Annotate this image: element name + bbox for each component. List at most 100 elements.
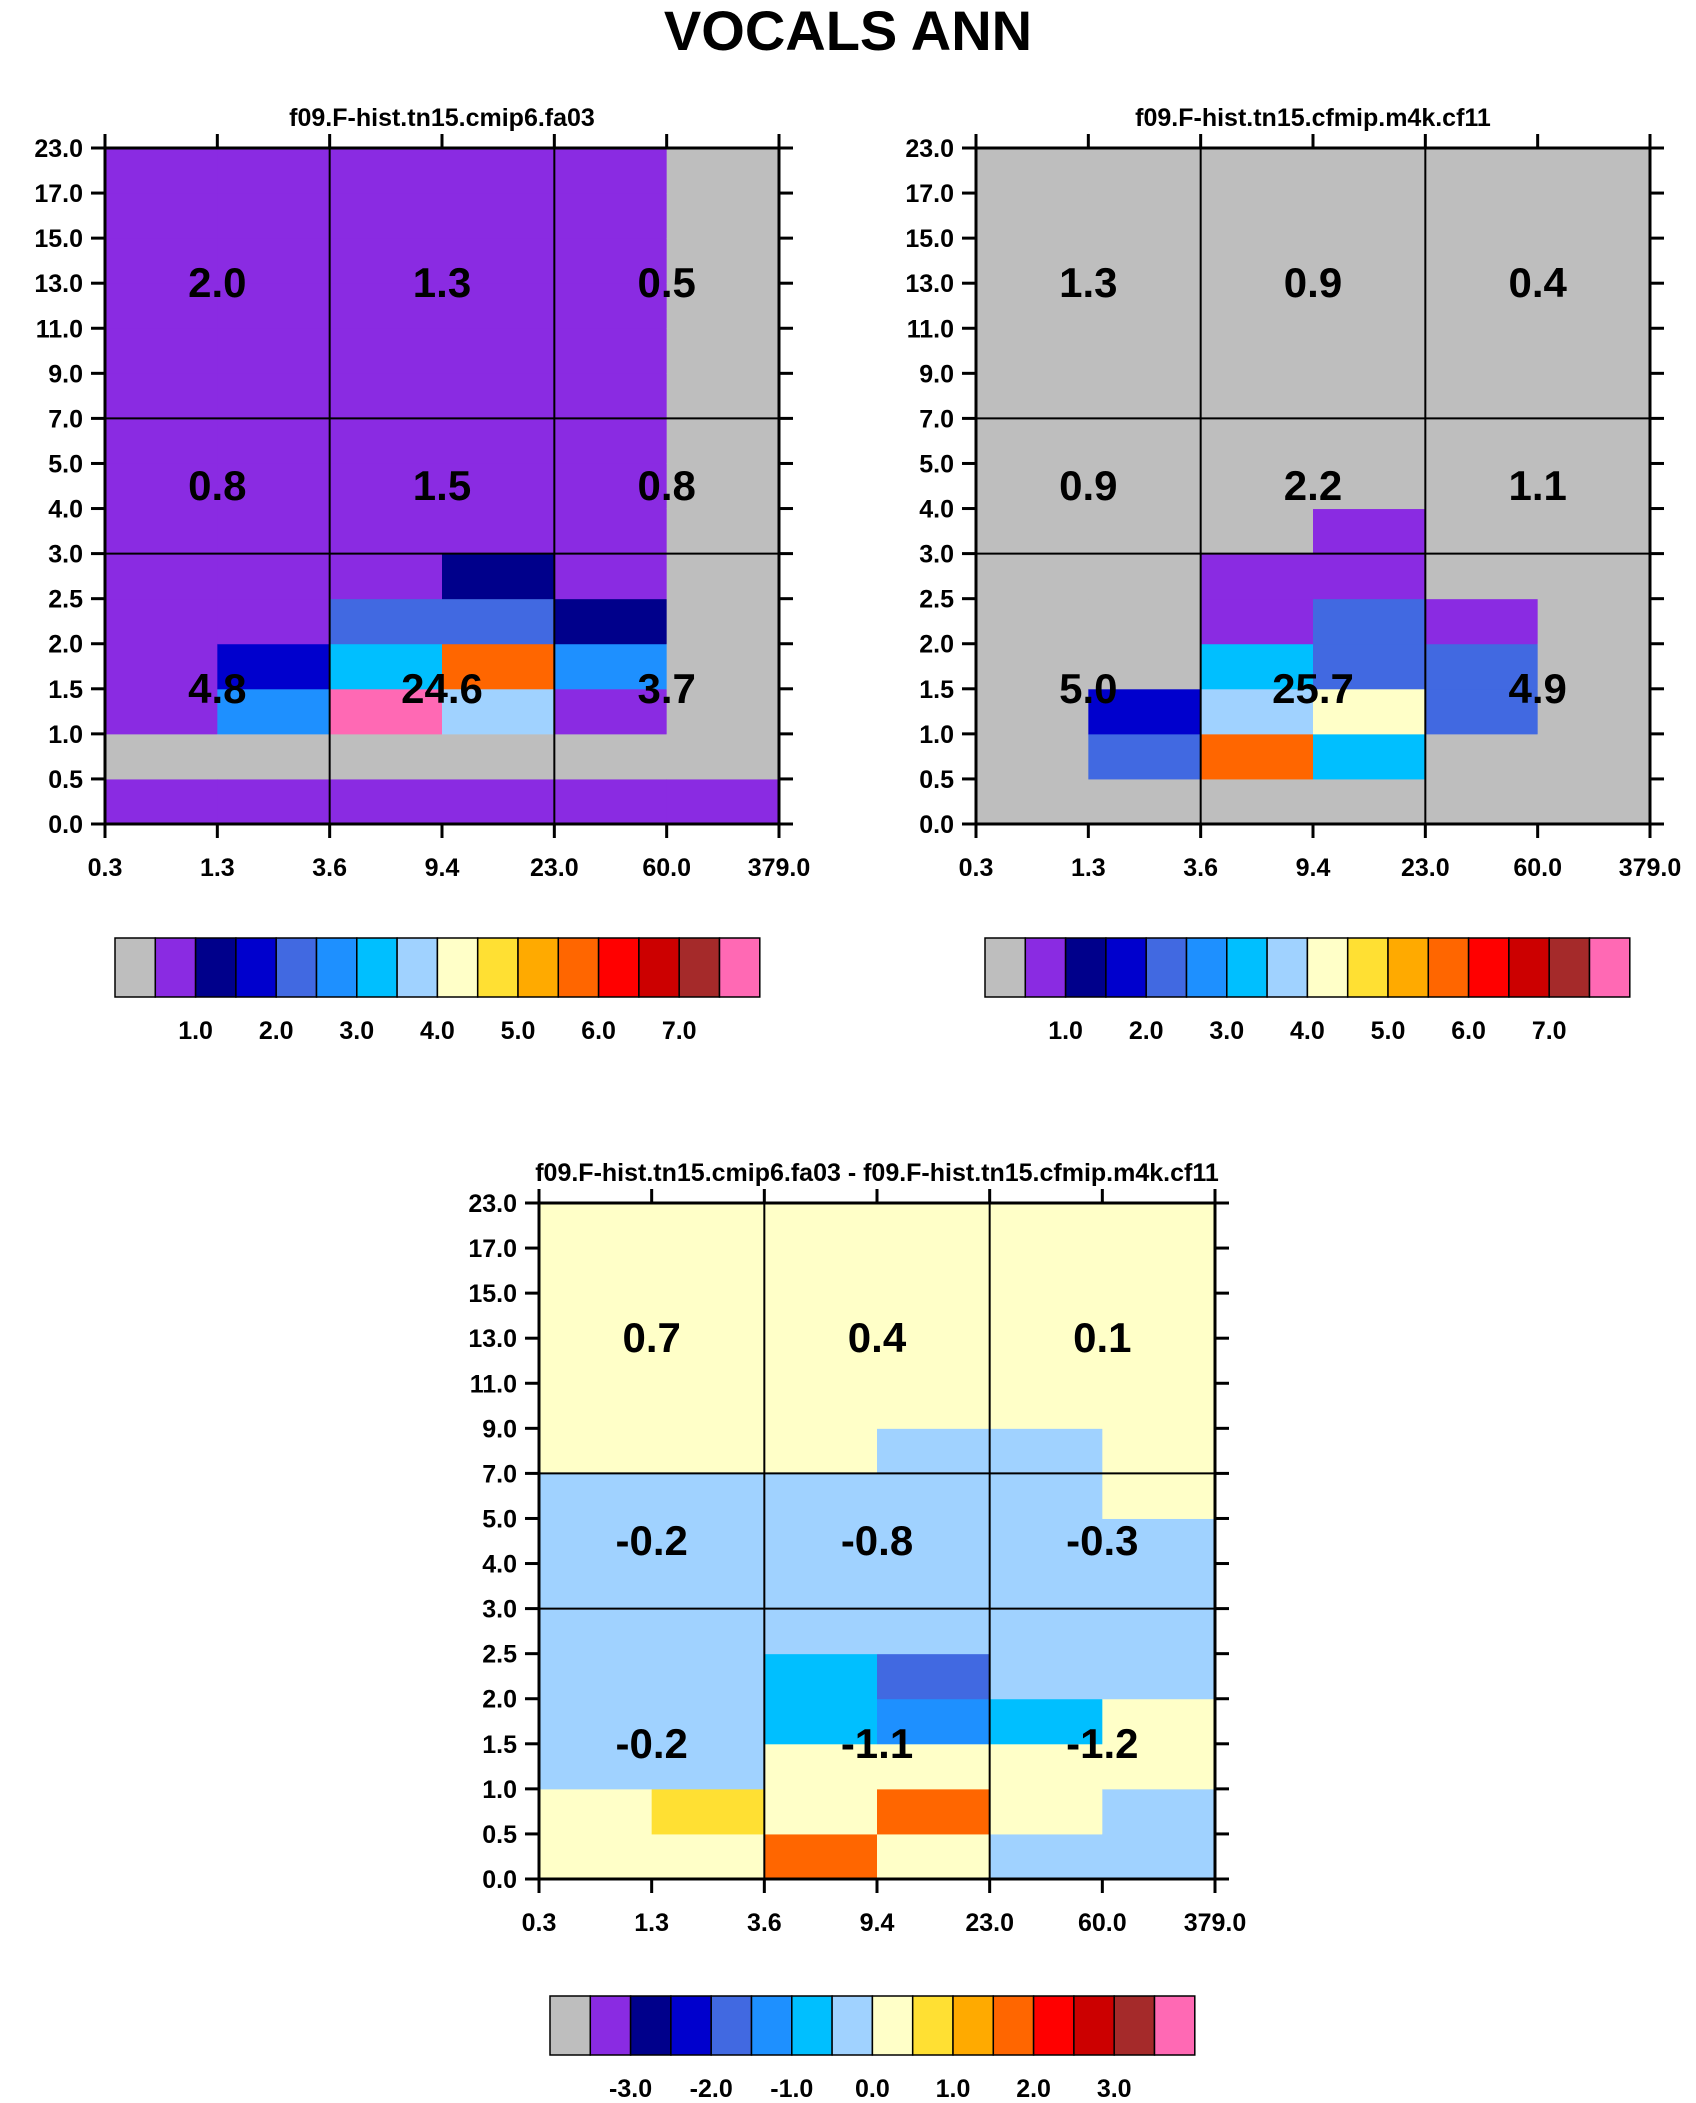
heatmap-cell bbox=[877, 1788, 991, 1835]
heatmap-cell bbox=[976, 598, 1089, 645]
heatmap-cell bbox=[1200, 238, 1314, 284]
colorbar-swatch bbox=[1427, 937, 1470, 998]
heatmap-cell bbox=[1537, 328, 1651, 374]
heatmap-cell bbox=[1537, 688, 1651, 735]
heatmap-cell bbox=[1088, 733, 1202, 780]
colorbar-swatch bbox=[549, 1995, 592, 2056]
heatmap-cell bbox=[666, 148, 780, 194]
heatmap-cell bbox=[217, 688, 331, 735]
x-tick-label: 3.6 bbox=[747, 1909, 782, 1937]
heatmap-cell bbox=[554, 373, 668, 419]
heatmap-cell bbox=[764, 1608, 878, 1655]
heatmap-cell bbox=[554, 283, 668, 329]
y-tick-label: 2.5 bbox=[919, 586, 954, 614]
heatmap-cell bbox=[1102, 1833, 1216, 1880]
heatmap-cell bbox=[976, 148, 1089, 194]
heatmap-cell bbox=[764, 1698, 878, 1745]
block-value: 4.9 bbox=[1508, 665, 1566, 712]
colorbar-swatch bbox=[1024, 937, 1067, 998]
block-value: 0.8 bbox=[188, 462, 246, 509]
heatmap-cell bbox=[539, 1653, 653, 1700]
heatmap-cell bbox=[651, 1518, 765, 1565]
heatmap-cell bbox=[105, 688, 218, 735]
heatmap-cell bbox=[1102, 1383, 1216, 1429]
heatmap-cell bbox=[1200, 463, 1314, 510]
heatmap-cell bbox=[1088, 463, 1202, 510]
heatmap-cell bbox=[976, 193, 1089, 239]
heatmap-cell bbox=[989, 1473, 1103, 1519]
heatmap-cell bbox=[1425, 373, 1539, 419]
y-tick-label: 7.0 bbox=[919, 405, 954, 433]
block-value: 0.7 bbox=[622, 1314, 680, 1361]
block-value: -0.8 bbox=[841, 1517, 913, 1564]
heatmap-cell bbox=[1200, 733, 1314, 780]
heatmap-cell bbox=[989, 1698, 1103, 1745]
colorbar-swatch bbox=[718, 937, 761, 998]
heatmap-cell bbox=[1425, 733, 1539, 780]
heatmap-cell bbox=[666, 553, 780, 600]
heatmap-cell bbox=[666, 373, 780, 419]
heatmap-cell bbox=[1088, 598, 1202, 645]
block-value: 1.3 bbox=[413, 259, 471, 306]
heatmap-cell bbox=[554, 328, 668, 374]
heatmap-cell bbox=[877, 1428, 991, 1474]
colorbar-swatch bbox=[517, 937, 560, 998]
heatmap-cell bbox=[217, 598, 331, 645]
y-tick-label: 2.0 bbox=[48, 631, 83, 659]
colorbar-swatch bbox=[670, 1995, 712, 2056]
heatmap-cell bbox=[554, 238, 668, 284]
heatmap-cell bbox=[1537, 238, 1651, 284]
colorbar-swatch bbox=[194, 937, 237, 998]
heatmap-cell bbox=[764, 1743, 878, 1790]
heatmap-cell bbox=[217, 283, 331, 329]
heatmap-cell bbox=[666, 283, 780, 329]
heatmap-cell bbox=[651, 1563, 765, 1610]
heatmap-cell bbox=[976, 733, 1089, 780]
heatmap-cell bbox=[217, 238, 331, 284]
y-tick-label: 9.0 bbox=[919, 360, 954, 388]
heatmap-cell bbox=[105, 598, 218, 645]
heatmap-cell bbox=[1425, 418, 1539, 464]
heatmap-cell bbox=[1200, 373, 1314, 419]
block-value: 0.5 bbox=[637, 259, 695, 306]
heatmap-cell bbox=[1313, 688, 1426, 735]
heatmap-cell bbox=[1537, 553, 1651, 600]
block-value: -0.2 bbox=[615, 1720, 687, 1767]
heatmap-cell bbox=[1102, 1563, 1216, 1610]
heatmap-cell bbox=[539, 1293, 653, 1339]
heatmap-cell bbox=[1425, 688, 1539, 735]
colorbar-label: 4.0 bbox=[1290, 1017, 1325, 1045]
heatmap-cell bbox=[989, 1743, 1103, 1790]
heatmap-cell bbox=[554, 688, 668, 735]
heatmap-cell bbox=[105, 193, 218, 239]
y-tick-label: 13.0 bbox=[905, 270, 954, 298]
heatmap-cell bbox=[764, 1473, 878, 1519]
heatmap-cell bbox=[539, 1743, 653, 1790]
heatmap-cell bbox=[1425, 553, 1539, 600]
x-tick-label: 23.0 bbox=[1401, 854, 1450, 882]
heatmap-cell bbox=[651, 1248, 765, 1294]
heatmap-cell bbox=[764, 1653, 878, 1700]
colorbar-swatch bbox=[791, 1995, 833, 2056]
y-tick-label: 3.0 bbox=[48, 541, 83, 569]
heatmap-cell bbox=[1425, 283, 1539, 329]
y-tick-label: 9.0 bbox=[48, 360, 83, 388]
colorbar-swatch bbox=[275, 937, 318, 998]
y-tick-label: 15.0 bbox=[468, 1280, 517, 1308]
colorbar-swatch bbox=[436, 937, 479, 998]
heatmap-cell bbox=[1537, 193, 1651, 239]
heatmap-cell bbox=[877, 1518, 991, 1565]
heatmap-cell bbox=[1537, 463, 1651, 510]
heatmap-cell bbox=[1537, 508, 1651, 555]
heatmap-cell bbox=[764, 1248, 878, 1294]
heatmap-cell bbox=[329, 373, 443, 419]
heatmap-cell bbox=[1425, 148, 1539, 194]
y-tick-label: 23.0 bbox=[468, 1190, 517, 1218]
heatmap-cell bbox=[1537, 373, 1651, 419]
heatmap-cell bbox=[989, 1653, 1103, 1700]
colorbar-swatch bbox=[992, 1995, 1035, 2056]
heatmap-cell bbox=[442, 148, 555, 194]
heatmap-cell bbox=[651, 1428, 765, 1474]
heatmap-cell bbox=[1200, 598, 1314, 645]
block-value: 5.0 bbox=[1059, 665, 1117, 712]
